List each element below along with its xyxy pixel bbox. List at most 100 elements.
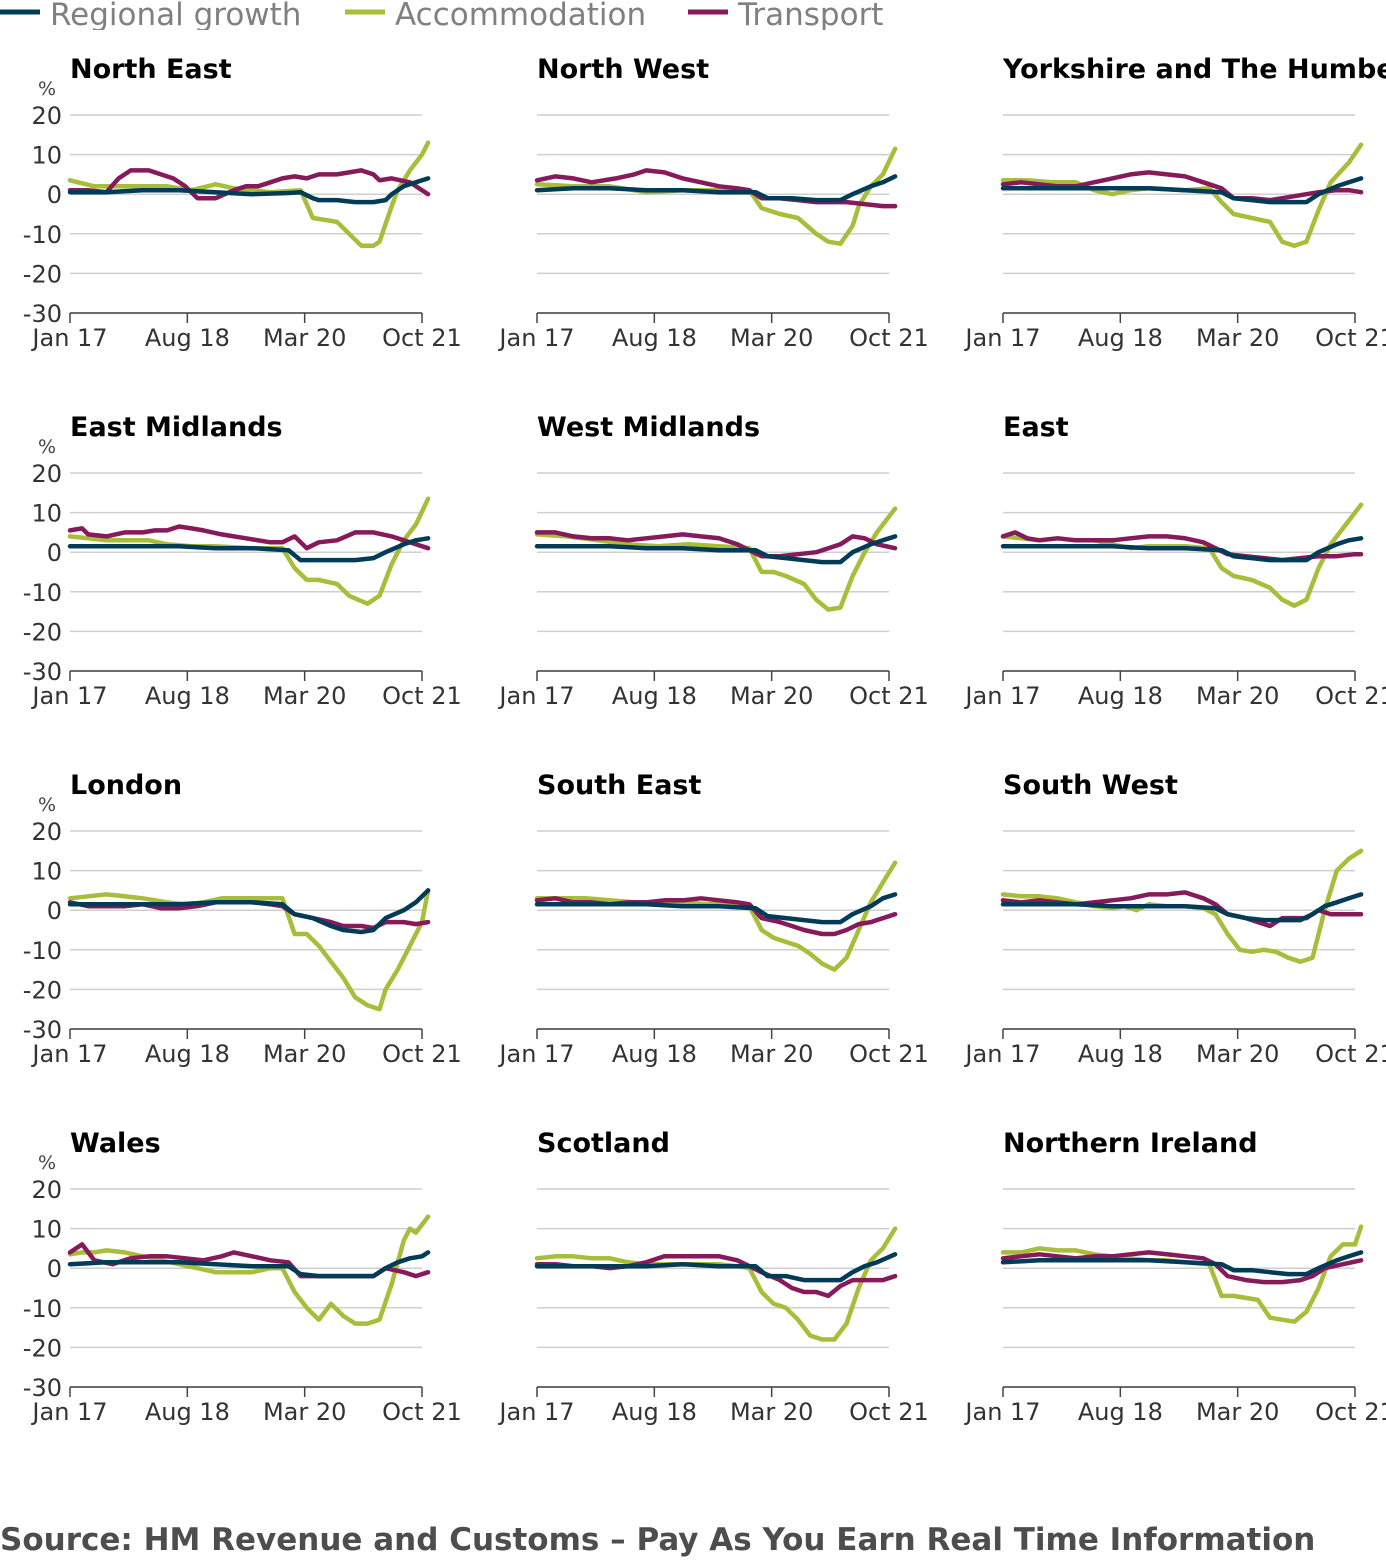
x-tick-label: Mar 20 <box>1196 1040 1279 1068</box>
x-tick-label: Oct 21 <box>382 1398 462 1426</box>
x-tick-label: Aug 18 <box>1078 1398 1163 1426</box>
y-tick-label: -30 <box>23 300 62 328</box>
panel-title: Scotland <box>537 1128 670 1159</box>
x-tick-label: Jan 17 <box>963 682 1040 710</box>
series-line-regional-growth <box>534 892 898 925</box>
x-tick-label: Oct 21 <box>1315 1040 1386 1068</box>
x-tick-label: Aug 18 <box>145 1398 230 1426</box>
y-tick-label: 10 <box>31 500 62 528</box>
series-line-accommodation <box>67 888 431 1012</box>
y-axis-unit: % <box>38 1152 56 1174</box>
y-tick-label: -10 <box>23 1295 62 1323</box>
x-tick-label: Oct 21 <box>849 1040 929 1068</box>
x-tick-label: Aug 18 <box>1078 324 1163 352</box>
series-line-regional-growth <box>534 534 898 565</box>
y-tick-label: 10 <box>31 858 62 886</box>
x-tick-label: Oct 21 <box>382 682 462 710</box>
y-tick-label: -30 <box>23 1374 62 1402</box>
x-tick-label: Jan 17 <box>963 1040 1040 1068</box>
y-axis-unit: % <box>38 794 56 816</box>
x-tick-label: Aug 18 <box>1078 1040 1163 1068</box>
x-tick-label: Aug 18 <box>145 324 230 352</box>
series-line-transport <box>67 168 431 201</box>
y-tick-label: -20 <box>23 976 62 1004</box>
y-tick-label: -10 <box>23 221 62 249</box>
x-tick-label: Oct 21 <box>1315 682 1386 710</box>
y-tick-label: 20 <box>31 1176 62 1204</box>
y-axis-unit: % <box>38 436 56 458</box>
x-tick-label: Mar 20 <box>1196 682 1279 710</box>
panel-title: East <box>1003 412 1069 443</box>
panel-title: West Midlands <box>537 412 760 443</box>
x-tick-label: Oct 21 <box>849 682 929 710</box>
x-tick-label: Mar 20 <box>730 682 813 710</box>
x-tick-label: Mar 20 <box>263 682 346 710</box>
series-line-regional-growth <box>67 536 431 563</box>
y-tick-label: -20 <box>23 1334 62 1362</box>
y-tick-label: -20 <box>23 618 62 646</box>
x-tick-label: Mar 20 <box>1196 1398 1279 1426</box>
series-line-transport <box>67 524 431 551</box>
y-tick-label: 0 <box>47 181 62 209</box>
legend-label-regional-growth: Regional growth <box>50 0 301 30</box>
y-tick-label: -10 <box>23 937 62 965</box>
panel-title: Northern Ireland <box>1003 1128 1258 1159</box>
x-tick-label: Aug 18 <box>612 682 697 710</box>
x-tick-label: Mar 20 <box>1196 324 1279 352</box>
x-tick-label: Mar 20 <box>263 324 346 352</box>
panel-title: North West <box>537 54 709 85</box>
x-tick-label: Jan 17 <box>30 682 107 710</box>
x-tick-label: Jan 17 <box>497 1040 574 1068</box>
panel-west-midlands: West Midlands Jan 17 Aug 18 Mar 20 Oct 21 <box>497 412 928 710</box>
panel-north-west: North West Jan 17 Aug 18 Mar 20 Oct 21 <box>497 54 928 352</box>
panel-title: North East <box>70 54 232 85</box>
x-tick-label: Aug 18 <box>1078 682 1163 710</box>
y-tick-label: 20 <box>31 102 62 130</box>
x-tick-label: Mar 20 <box>730 324 813 352</box>
series-line-accommodation <box>1000 1224 1364 1324</box>
y-tick-label: -30 <box>23 1016 62 1044</box>
x-tick-label: Jan 17 <box>497 324 574 352</box>
legend-label-accommodation: Accommodation <box>395 0 646 30</box>
panel-title: South East <box>537 770 701 801</box>
x-tick-label: Aug 18 <box>145 682 230 710</box>
y-tick-label: -20 <box>23 260 62 288</box>
x-tick-label: Oct 21 <box>382 1040 462 1068</box>
series-line-regional-growth <box>67 176 431 205</box>
y-axis-unit: % <box>38 78 56 100</box>
panel-east: East Jan 17 Aug 18 Mar 20 Oct 21 <box>963 412 1386 710</box>
panel-scotland: Scotland Jan 17 Aug 18 Mar 20 Oct 21 <box>497 1128 928 1426</box>
x-tick-label: Aug 18 <box>612 324 697 352</box>
series-line-regional-growth <box>1000 1250 1364 1277</box>
y-tick-label: 10 <box>31 1216 62 1244</box>
series-line-regional-growth <box>67 1250 431 1279</box>
source-note: Source: HM Revenue and Customs – Pay As … <box>0 1522 1316 1558</box>
panel-title: Wales <box>70 1128 161 1159</box>
panel-title: South West <box>1003 770 1178 801</box>
x-tick-label: Jan 17 <box>497 1398 574 1426</box>
x-tick-label: Jan 17 <box>30 1398 107 1426</box>
series-line-accommodation <box>534 146 898 246</box>
x-tick-label: Oct 21 <box>1315 324 1386 352</box>
y-tick-label: 20 <box>31 818 62 846</box>
y-tick-label: -10 <box>23 579 62 607</box>
x-tick-label: Oct 21 <box>382 324 462 352</box>
legend-label-transport: Transport <box>737 0 883 30</box>
series-line-transport <box>1000 1250 1364 1285</box>
x-tick-label: Oct 21 <box>849 324 929 352</box>
panel-yorkshire-and-the-humber: Yorkshire and The Humber Jan 17 Aug 18 Mar … <box>963 54 1386 352</box>
chart-legend: Regional growth Accommodation Transport <box>0 0 883 30</box>
x-tick-label: Mar 20 <box>730 1040 813 1068</box>
panel-title: East Midlands <box>70 412 283 443</box>
series-line-regional-growth <box>1000 892 1364 923</box>
y-tick-label: 10 <box>31 142 62 170</box>
x-tick-label: Aug 18 <box>612 1040 697 1068</box>
series-line-regional-growth <box>534 1252 898 1283</box>
series-line-accommodation <box>67 496 431 606</box>
y-tick-label: 0 <box>47 1255 62 1283</box>
